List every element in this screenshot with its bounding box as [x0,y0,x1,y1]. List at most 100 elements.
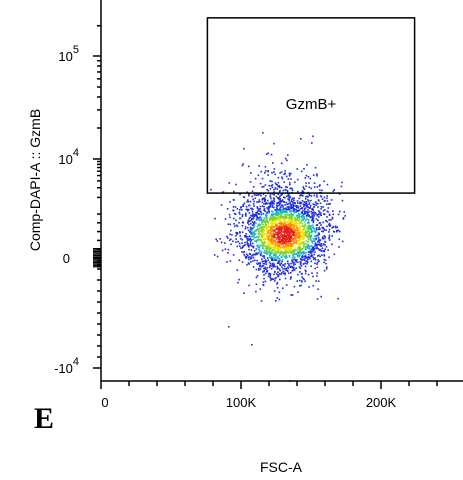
event-dot [257,263,259,265]
event-dot [289,187,292,190]
event-dot [293,223,295,226]
event-dot [249,231,251,233]
event-dot [270,223,273,225]
event-dot [270,246,273,248]
event-dot [265,214,267,217]
event-dot [273,216,275,218]
event-dot [287,235,290,237]
event-dot [331,227,333,229]
event-dot [307,230,309,232]
event-dot [271,214,274,217]
event-dot [282,237,284,240]
event-dot [307,196,309,198]
event-dot [289,195,291,198]
event-dot [246,264,248,266]
event-dot [253,226,255,228]
event-dot [326,200,329,202]
event-dot [286,234,288,237]
event-dot [293,252,295,255]
event-dot [296,205,298,207]
event-dot [308,247,310,250]
event-dot [310,265,312,268]
event-dot [296,168,299,170]
event-dot [311,215,314,218]
event-dot [297,231,300,234]
event-dot [259,223,261,226]
event-dot [326,225,328,228]
event-dot [262,193,265,195]
event-dot [282,270,285,273]
event-dot [282,239,285,241]
event-dot [264,233,267,235]
event-dot [310,195,313,197]
event-dot [325,229,327,231]
event-dot [224,218,227,220]
event-dot [271,233,274,235]
event-dot [314,262,316,265]
event-dot [291,269,294,272]
event-dot [299,242,302,244]
event-dot [291,206,293,208]
event-dot [273,188,275,191]
event-dot [238,221,240,224]
event-dot [290,210,293,212]
event-dot [276,226,278,229]
event-dot [304,262,307,264]
event-dot [288,174,291,177]
event-dot [278,258,281,261]
event-dot [304,272,307,275]
event-dot [249,226,252,229]
event-dot [291,189,294,192]
event-dot [277,228,280,230]
event-dot [246,238,248,240]
event-dot [263,217,266,220]
event-dot [249,253,251,256]
event-dot [302,210,304,212]
event-dot [284,208,286,211]
event-dot [277,249,279,251]
event-dot [313,230,315,233]
event-dot [264,252,266,254]
event-dot [289,196,292,199]
event-dot [286,237,289,239]
event-dot [251,242,254,245]
event-dot [285,239,287,242]
event-dot [284,188,286,191]
event-dot [240,207,242,209]
event-dot [227,252,229,254]
event-dot [309,206,311,209]
event-dot [285,175,288,178]
event-dot [267,190,270,192]
event-dot [289,238,291,241]
event-dot [276,247,279,249]
event-dot [238,211,241,214]
event-dot [295,260,297,263]
event-dot [303,259,306,261]
event-dot [273,194,276,196]
event-dot [293,209,295,212]
gate-rectangle[interactable] [206,17,416,194]
event-dot [287,221,289,223]
event-dot [292,268,295,270]
event-dot [256,216,258,218]
event-dot [269,205,272,207]
event-dot [278,298,281,301]
event-dot [228,182,231,184]
event-dot [289,203,292,206]
event-dot [236,208,239,210]
event-dot [305,216,308,218]
event-dot [279,222,282,224]
event-dot [303,242,305,244]
event-dot [263,255,266,257]
event-dot [250,261,252,263]
event-dot [306,231,308,233]
event-dot [311,212,313,215]
event-dot [330,219,332,221]
event-dot [307,244,309,246]
event-dot [313,215,316,217]
event-dot [286,245,288,248]
event-dot [290,229,293,231]
event-dot [248,284,250,287]
event-dot [275,300,277,302]
event-dot [285,228,287,231]
